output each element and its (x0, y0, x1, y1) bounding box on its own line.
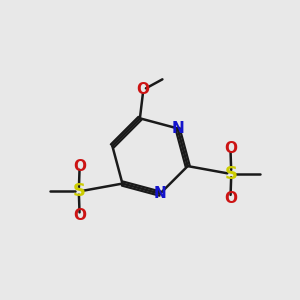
Text: S: S (225, 165, 238, 183)
Text: O: O (136, 82, 149, 97)
Text: N: N (171, 121, 184, 136)
Text: O: O (73, 159, 86, 174)
Text: N: N (154, 186, 166, 201)
Text: O: O (224, 141, 237, 156)
Text: S: S (72, 182, 86, 200)
Text: O: O (73, 208, 86, 224)
Text: O: O (224, 191, 237, 206)
